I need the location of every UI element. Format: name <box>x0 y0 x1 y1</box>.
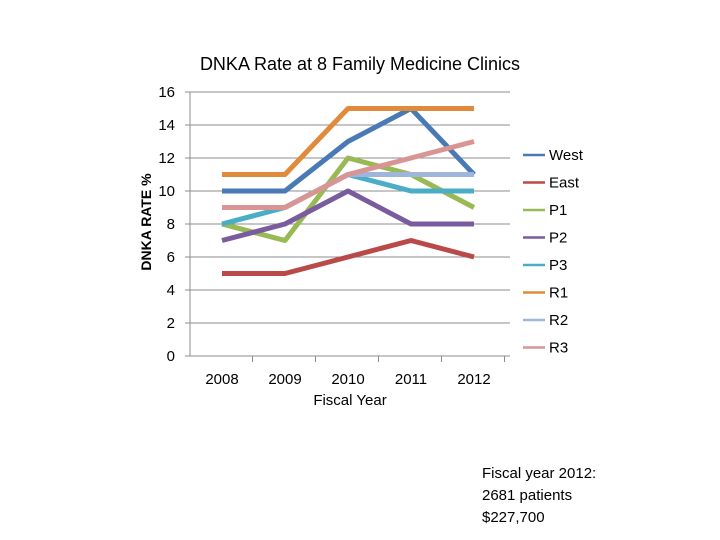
series-line-west <box>222 106 476 194</box>
x-tick-label: 2010 <box>331 371 364 388</box>
y-tick-label: 10 <box>158 183 175 200</box>
y-tick-label: 0 <box>167 348 175 365</box>
y-tick-label: 8 <box>167 216 175 233</box>
y-tick-label: 16 <box>158 84 175 101</box>
fiscal-note: Fiscal year 2012: 2681 patients $227,700 <box>482 463 596 529</box>
series-line-p3 <box>221 172 474 227</box>
series-lines <box>221 106 476 276</box>
x-tick-label: 2008 <box>205 371 238 388</box>
y-tick-labels: 0 2 4 6 8 10 12 14 16 <box>158 84 175 365</box>
y-axis-label: DNKA RATE % <box>138 173 154 271</box>
note-line-2: 2681 patients <box>482 487 573 504</box>
series-line-p1 <box>221 155 476 243</box>
series-line-r3 <box>222 139 475 210</box>
legend-label: East <box>549 175 580 192</box>
series-line-east <box>222 238 475 276</box>
x-tick-label: 2011 <box>395 371 427 388</box>
x-tick-label: 2009 <box>268 371 301 388</box>
legend-label: P3 <box>549 257 567 274</box>
series-line-p2 <box>221 188 474 243</box>
chart-title: DNKA Rate at 8 Family Medicine Clinics <box>200 54 520 74</box>
legend-label: West <box>549 147 584 164</box>
y-tick-label: 14 <box>158 117 175 134</box>
x-tick-labels: 2008 2009 2010 2011 2012 <box>205 356 505 388</box>
y-tick-label: 4 <box>167 282 175 299</box>
y-tick-label: 12 <box>158 150 175 167</box>
legend-label: P1 <box>549 202 567 219</box>
y-tick-label: 2 <box>167 315 175 332</box>
note-line-3: $227,700 <box>482 509 545 526</box>
note-line-1: Fiscal year 2012: <box>482 465 597 482</box>
series-line-r1 <box>222 106 474 177</box>
legend-label: R2 <box>549 312 568 329</box>
legend-label: R3 <box>549 340 568 357</box>
legend: West East P1 P2 P3 R1 R2 R3 <box>523 147 584 357</box>
legend-label: P2 <box>549 230 567 247</box>
x-axis-label: Fiscal Year <box>313 392 386 409</box>
y-tick-label: 6 <box>167 249 175 266</box>
legend-label: R1 <box>549 285 568 302</box>
x-tick-label: 2012 <box>457 371 490 388</box>
